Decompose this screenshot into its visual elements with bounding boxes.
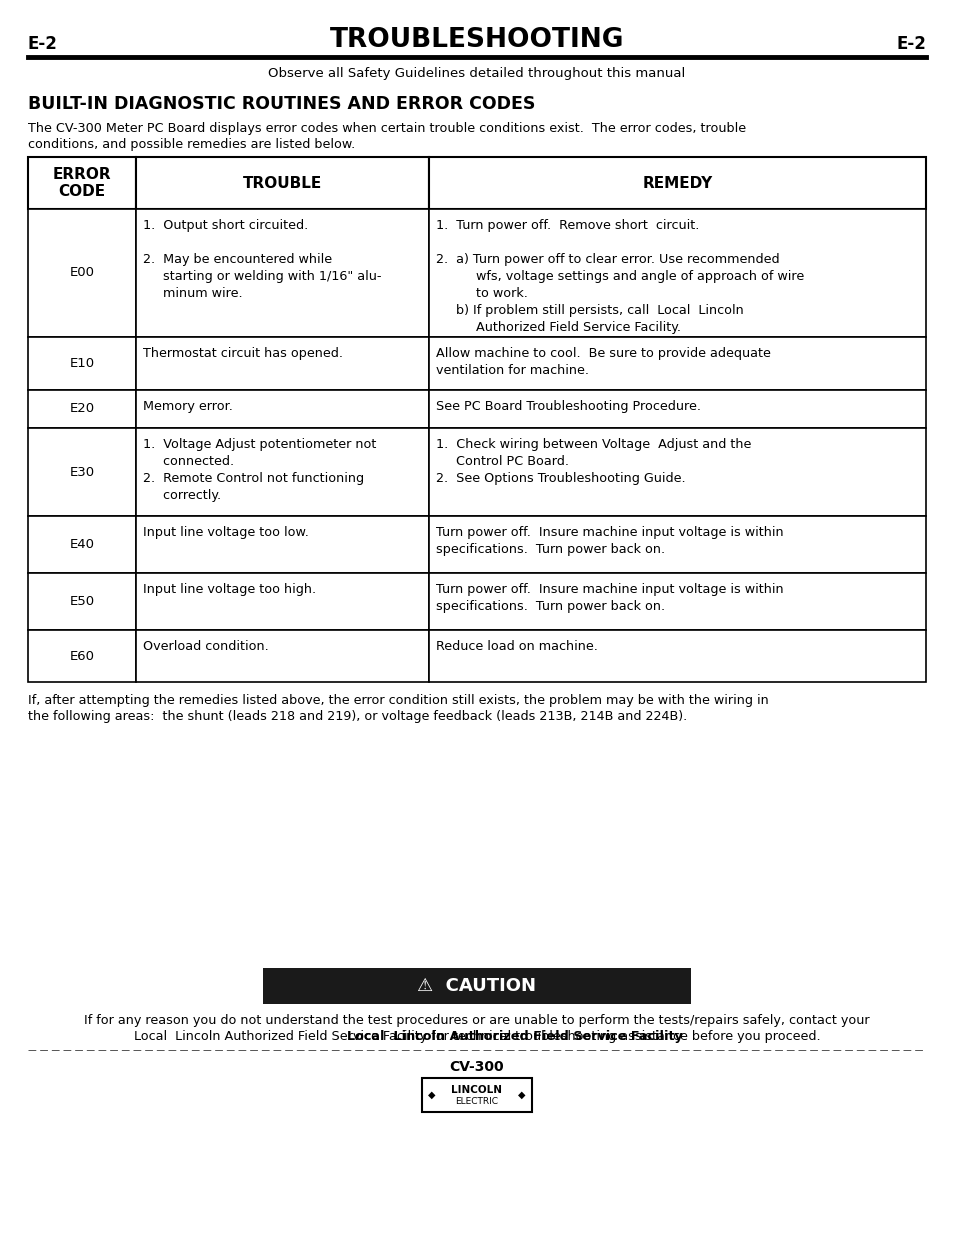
Text: E20: E20 bbox=[70, 403, 94, 415]
Text: If, after attempting the remedies listed above, the error condition still exists: If, after attempting the remedies listed… bbox=[28, 694, 768, 706]
Text: See PC Board Troubleshooting Procedure.: See PC Board Troubleshooting Procedure. bbox=[436, 400, 700, 412]
Bar bbox=[421, 1078, 532, 1112]
Bar bbox=[429, 630, 925, 682]
Bar bbox=[429, 516, 925, 573]
Bar bbox=[429, 157, 925, 209]
Bar bbox=[136, 390, 429, 429]
Text: 1.  Check wiring between Voltage  Adjust and the
     Control PC Board.
2.  See : 1. Check wiring between Voltage Adjust a… bbox=[436, 438, 751, 485]
Bar bbox=[136, 209, 429, 337]
Bar bbox=[136, 630, 429, 682]
Text: Input line voltage too low.: Input line voltage too low. bbox=[143, 526, 309, 538]
Bar bbox=[429, 390, 925, 429]
Bar bbox=[429, 429, 925, 516]
Bar bbox=[263, 968, 690, 1004]
Bar bbox=[28, 630, 136, 682]
Bar bbox=[28, 209, 136, 337]
Bar bbox=[429, 337, 925, 390]
Bar bbox=[136, 573, 429, 630]
Bar bbox=[136, 516, 429, 573]
Text: ◆: ◆ bbox=[517, 1091, 525, 1100]
Text: Observe all Safety Guidelines detailed throughout this manual: Observe all Safety Guidelines detailed t… bbox=[268, 67, 685, 79]
Text: BUILT-IN DIAGNOSTIC ROUTINES AND ERROR CODES: BUILT-IN DIAGNOSTIC ROUTINES AND ERROR C… bbox=[28, 95, 535, 112]
Text: ERROR
CODE: ERROR CODE bbox=[52, 167, 112, 199]
Text: Local  Lincoln Authorized Field Service Facility: Local Lincoln Authorized Field Service F… bbox=[347, 1030, 682, 1044]
Text: Overload condition.: Overload condition. bbox=[143, 640, 269, 653]
Text: If for any reason you do not understand the test procedures or are unable to per: If for any reason you do not understand … bbox=[84, 1014, 869, 1028]
Text: E10: E10 bbox=[70, 357, 94, 370]
Text: Local  Lincoln Authorized Field Service Facility for technical troubleshooting a: Local Lincoln Authorized Field Service F… bbox=[133, 1030, 820, 1044]
Text: the following areas:  the shunt (leads 218 and 219), or voltage feedback (leads : the following areas: the shunt (leads 21… bbox=[28, 710, 686, 722]
Text: 1.  Turn power off.  Remove short  circuit.

2.  a) Turn power off to clear erro: 1. Turn power off. Remove short circuit.… bbox=[436, 219, 803, 333]
Text: E00: E00 bbox=[70, 267, 94, 279]
Text: LINCOLN: LINCOLN bbox=[451, 1086, 502, 1095]
Bar bbox=[28, 390, 136, 429]
Text: REMEDY: REMEDY bbox=[641, 175, 712, 190]
Text: conditions, and possible remedies are listed below.: conditions, and possible remedies are li… bbox=[28, 138, 355, 151]
Text: E30: E30 bbox=[70, 466, 94, 478]
Text: Allow machine to cool.  Be sure to provide adequate
ventilation for machine.: Allow machine to cool. Be sure to provid… bbox=[436, 347, 770, 377]
Text: 1.  Output short circuited.

2.  May be encountered while
     starting or weldi: 1. Output short circuited. 2. May be enc… bbox=[143, 219, 381, 300]
Bar bbox=[429, 209, 925, 337]
Text: Input line voltage too high.: Input line voltage too high. bbox=[143, 583, 315, 597]
Text: Thermostat circuit has opened.: Thermostat circuit has opened. bbox=[143, 347, 343, 359]
Bar bbox=[136, 337, 429, 390]
Text: E50: E50 bbox=[70, 595, 94, 608]
Text: ◆: ◆ bbox=[428, 1091, 436, 1100]
Text: 1.  Voltage Adjust potentiometer not
     connected.
2.  Remote Control not func: 1. Voltage Adjust potentiometer not conn… bbox=[143, 438, 376, 501]
Text: Turn power off.  Insure machine input voltage is within
specifications.  Turn po: Turn power off. Insure machine input vol… bbox=[436, 583, 782, 613]
Text: E-2: E-2 bbox=[895, 35, 925, 53]
Text: The CV-300 Meter PC Board displays error codes when certain trouble conditions e: The CV-300 Meter PC Board displays error… bbox=[28, 122, 745, 135]
Text: E-2: E-2 bbox=[28, 35, 58, 53]
Bar bbox=[28, 429, 136, 516]
Bar bbox=[429, 573, 925, 630]
Bar bbox=[136, 429, 429, 516]
Text: Reduce load on machine.: Reduce load on machine. bbox=[436, 640, 598, 653]
Bar bbox=[28, 337, 136, 390]
Text: TROUBLESHOOTING: TROUBLESHOOTING bbox=[330, 27, 623, 53]
Bar bbox=[28, 573, 136, 630]
Text: CV-300: CV-300 bbox=[449, 1060, 504, 1074]
Bar bbox=[28, 157, 136, 209]
Text: E60: E60 bbox=[70, 650, 94, 662]
Text: Memory error.: Memory error. bbox=[143, 400, 233, 412]
Bar bbox=[136, 157, 429, 209]
Text: ⚠  CAUTION: ⚠ CAUTION bbox=[417, 977, 536, 995]
Text: Turn power off.  Insure machine input voltage is within
specifications.  Turn po: Turn power off. Insure machine input vol… bbox=[436, 526, 782, 556]
Text: TROUBLE: TROUBLE bbox=[243, 175, 322, 190]
Bar bbox=[28, 516, 136, 573]
Text: ELECTRIC: ELECTRIC bbox=[455, 1098, 498, 1107]
Text: E40: E40 bbox=[70, 538, 94, 551]
